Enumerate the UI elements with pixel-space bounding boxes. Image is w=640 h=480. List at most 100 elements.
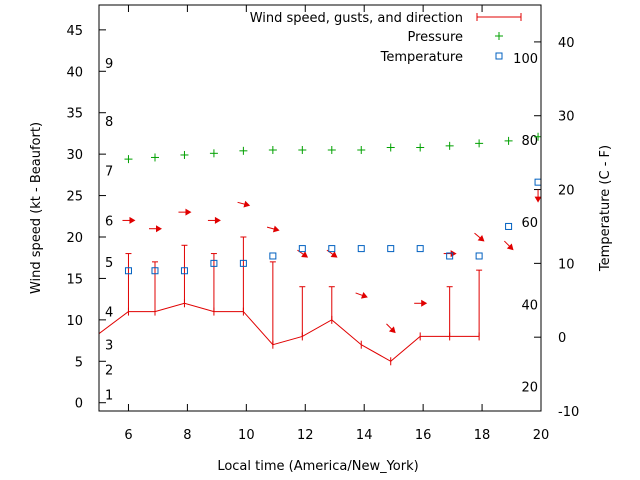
beaufort-label: 6	[105, 214, 113, 229]
y-tick-label: 15	[66, 272, 83, 287]
wind-speed-line	[99, 302, 480, 362]
x-tick-label: 20	[533, 428, 550, 443]
wind-direction-arrow	[207, 216, 221, 224]
arrow-head	[360, 292, 368, 299]
pressure-point	[124, 155, 133, 164]
y-tick-label: 35	[66, 107, 83, 122]
arrow-head	[534, 196, 541, 203]
pressure-point	[386, 143, 395, 152]
pressure-point	[150, 153, 159, 162]
fahrenheit-label: 20	[521, 381, 538, 396]
arrow-head	[477, 234, 485, 242]
arrow-head	[421, 299, 428, 307]
y2-tick-label: -10	[558, 405, 579, 420]
x-axis-label: Local time (America/New_York)	[217, 459, 418, 474]
x-tick-label: 6	[124, 428, 132, 443]
fahrenheit-label: 40	[521, 299, 538, 314]
pressure-point	[298, 146, 307, 154]
temperature-point	[210, 259, 218, 267]
wind-direction-arrow	[474, 232, 485, 242]
legend-label-wind: Wind speed, gusts, and direction	[250, 11, 463, 26]
wind-direction-arrow	[386, 323, 396, 334]
arrow-head	[272, 225, 280, 233]
pressure-point	[268, 146, 277, 154]
wind-direction-arrow	[355, 292, 368, 299]
y-tick-label: 40	[66, 65, 83, 80]
legend-swatch-temperature	[495, 52, 503, 60]
temperature-point	[328, 245, 336, 253]
plot-area	[99, 132, 541, 366]
pressure-point	[445, 141, 454, 150]
beaufort-label: 4	[105, 306, 113, 321]
arrow-head	[243, 200, 251, 208]
x-tick-label: 12	[297, 428, 314, 443]
wind-direction-arrow	[414, 299, 428, 307]
fahrenheit-label: 100	[513, 52, 538, 67]
wind-direction-arrow	[237, 200, 251, 208]
arrow-head	[301, 251, 309, 258]
pressure-point	[209, 149, 218, 158]
arrow-head	[214, 216, 221, 224]
beaufort-label: 5	[105, 256, 113, 271]
temperature-point	[151, 267, 159, 275]
temperature-point	[505, 222, 513, 230]
beaufort-label: 7	[105, 165, 113, 180]
legend: Wind speed, gusts, and direction Pressur…	[250, 11, 522, 65]
beaufort-label: 9	[105, 57, 113, 72]
temperature-point	[124, 267, 132, 275]
pressure-point	[416, 143, 425, 152]
y-tick-label: 25	[66, 190, 83, 205]
y2-tick-label: 0	[558, 331, 566, 346]
wind-direction-arrow	[148, 225, 162, 233]
pressure-point	[327, 146, 336, 154]
temperature-point	[239, 259, 247, 267]
y-tick-label: 10	[66, 314, 83, 329]
temperature-point	[298, 245, 306, 253]
temperature-point	[269, 252, 277, 260]
wind-direction-arrow	[503, 240, 514, 251]
arrow-head	[155, 225, 162, 233]
x-tick-label: 8	[183, 428, 191, 443]
beaufort-label: 1	[105, 388, 113, 403]
x-tick-label: 16	[415, 428, 432, 443]
legend-label-pressure: Pressure	[407, 30, 463, 45]
x-tick-label: 18	[474, 428, 491, 443]
temperature-point	[416, 245, 424, 253]
temperature-point	[180, 267, 188, 275]
wind-direction-arrow	[266, 225, 280, 233]
y-axis-label: Wind speed (kt - Beaufort)	[29, 122, 44, 294]
fahrenheit-label: 60	[521, 216, 538, 231]
pressure-point	[357, 146, 366, 154]
arrow-head	[185, 208, 192, 216]
y2-axis-label: Temperature (C - F)	[598, 145, 613, 272]
y-tick-label: 5	[75, 355, 83, 370]
y-tick-label: 45	[66, 24, 83, 39]
y2-tick-label: 10	[558, 257, 575, 272]
wind-direction-arrow	[122, 216, 136, 224]
y2-tick-label: 30	[558, 110, 575, 125]
temperature-point	[475, 252, 483, 260]
beaufort-label: 8	[105, 115, 113, 130]
arrow-head	[129, 216, 136, 224]
plot-border	[98, 4, 542, 412]
temperature-point	[534, 178, 541, 186]
arrow-head	[388, 326, 396, 334]
y-tick-label: 0	[75, 397, 83, 412]
pressure-point	[180, 150, 189, 159]
y2-tick-label: 40	[558, 36, 575, 51]
pressure-point	[504, 136, 513, 145]
wind-direction-arrow	[178, 208, 192, 216]
y-tick-label: 30	[66, 148, 83, 163]
tick-marks	[99, 5, 542, 412]
temperature-point	[387, 245, 395, 253]
legend-swatch-wind	[476, 13, 522, 21]
beaufort-label: 3	[105, 339, 113, 354]
wind-direction-arrow	[534, 189, 541, 203]
temperature-point	[357, 245, 365, 253]
temperature-point	[446, 252, 454, 260]
x-tick-label: 10	[238, 428, 255, 443]
y2-tick-label: 20	[558, 184, 575, 199]
tick-labels: 6 8 10 12 14 16 18 20051015202530354045-1001020…	[66, 24, 579, 443]
